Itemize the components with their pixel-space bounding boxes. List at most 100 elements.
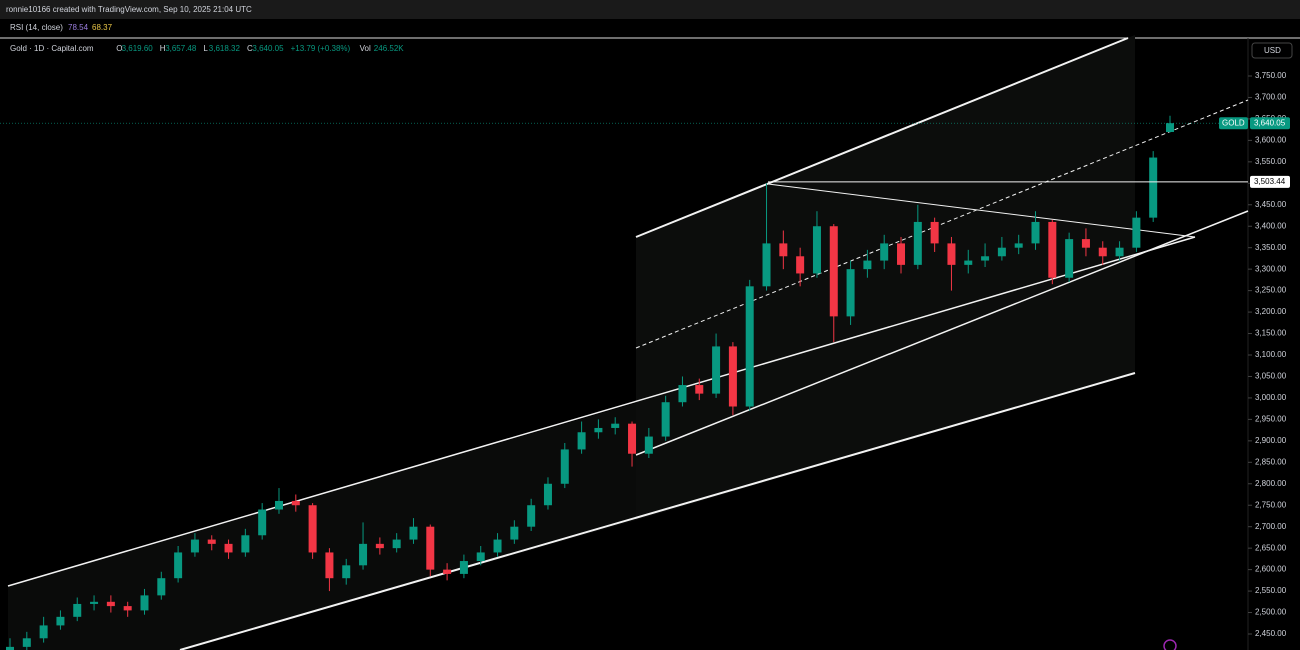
legend-text: 246.52K — [374, 44, 404, 53]
trend-line — [179, 372, 1136, 650]
candle-body — [1132, 217, 1141, 248]
candle-body — [812, 226, 821, 274]
candle-body — [73, 603, 82, 617]
candle-body — [140, 595, 149, 611]
candle-body — [1048, 221, 1057, 278]
candle-body — [560, 449, 569, 484]
alert-icon[interactable] — [1163, 639, 1177, 650]
currency-box[interactable] — [1251, 42, 1293, 59]
legend-text: C — [247, 44, 253, 53]
y-tick-label: 3,150.00 — [1255, 329, 1287, 338]
candle-body — [342, 565, 351, 579]
candle-body — [207, 539, 216, 544]
legend-text: +13.79 (+0.38%) — [291, 44, 351, 53]
candle-body — [644, 436, 653, 454]
candle-body — [1166, 123, 1174, 132]
legend-text: 3,640.05 — [252, 44, 284, 53]
candle-body — [779, 243, 788, 257]
candle-body — [829, 226, 838, 317]
candle-body — [1081, 239, 1090, 248]
candle-body — [123, 606, 132, 611]
trend-line — [767, 183, 1196, 238]
candle-body — [409, 526, 418, 540]
indicator-value: 78.54 — [68, 23, 89, 32]
candle-body — [90, 601, 99, 604]
y-tick-label: 3,250.00 — [1255, 286, 1287, 295]
candle-body — [897, 243, 906, 265]
candle-body — [258, 509, 267, 536]
top-bar — [0, 0, 1300, 19]
candle-body — [846, 269, 855, 317]
candle-body — [1065, 239, 1074, 278]
legend-text: L — [203, 44, 208, 53]
candle-body — [6, 646, 14, 650]
y-tick-label: 3,350.00 — [1255, 243, 1287, 252]
last-price-label: 3,640.05 — [1254, 118, 1286, 127]
candle-body — [695, 385, 704, 394]
candle-body — [476, 552, 485, 562]
y-tick-label: 2,550.00 — [1255, 586, 1287, 595]
level-label: 3,503.44 — [1254, 177, 1286, 186]
y-tick-label: 2,950.00 — [1255, 414, 1287, 423]
legend-text: O — [116, 44, 122, 53]
candle-body — [981, 256, 990, 261]
candle-body — [712, 346, 721, 394]
candle-body — [510, 526, 519, 540]
candle-body — [728, 346, 737, 407]
candle-body — [190, 539, 199, 553]
candle-body — [174, 552, 183, 579]
candle-body — [628, 423, 637, 454]
candle-body — [678, 385, 687, 403]
candle-body — [308, 505, 317, 553]
candle-body — [224, 543, 233, 553]
candle-body — [106, 601, 115, 607]
candle-body — [325, 552, 334, 579]
y-tick-label: 2,750.00 — [1255, 500, 1287, 509]
indicator-value: 68.37 — [92, 23, 113, 32]
y-tick-label: 3,000.00 — [1255, 393, 1287, 402]
trend-line — [635, 37, 1129, 238]
candle-body — [594, 427, 603, 433]
y-tick-label: 3,200.00 — [1255, 307, 1287, 316]
candle-body — [930, 221, 939, 244]
y-tick-label: 3,450.00 — [1255, 200, 1287, 209]
y-tick-label: 2,800.00 — [1255, 479, 1287, 488]
candle-body — [1149, 157, 1158, 218]
candle-body — [880, 243, 889, 261]
candle-body — [291, 500, 300, 506]
y-tick-label: 2,500.00 — [1255, 608, 1287, 617]
currency: USD — [1264, 46, 1281, 55]
y-tick-label: 3,100.00 — [1255, 350, 1287, 359]
trend-line — [635, 210, 1249, 456]
last-price-name-box — [1219, 117, 1248, 130]
level-label-box — [1250, 175, 1290, 188]
credit: ronnie10166 created with TradingView.com… — [6, 5, 252, 14]
last-price-box — [1250, 117, 1290, 130]
y-tick-label: 2,600.00 — [1255, 565, 1287, 574]
candle-body — [527, 505, 536, 527]
channel-shade — [636, 35, 1135, 520]
candle-body — [157, 578, 166, 596]
candle-body — [947, 243, 956, 265]
candle-body — [577, 432, 586, 450]
candles — [6, 115, 1174, 650]
candle-body — [762, 243, 771, 287]
candle-body — [796, 256, 805, 274]
candle-body — [493, 539, 502, 553]
candle-body — [274, 500, 283, 510]
candle-body — [1031, 221, 1040, 244]
y-tick-label: 3,050.00 — [1255, 372, 1287, 381]
y-tick-label: 2,900.00 — [1255, 436, 1287, 445]
y-tick-label: 2,650.00 — [1255, 543, 1287, 552]
candle-body — [611, 423, 620, 428]
legend-text: 3,619.60 — [122, 44, 154, 53]
candle-body — [863, 260, 872, 270]
trend-line — [7, 236, 1196, 587]
candle-body — [1098, 247, 1107, 257]
y-tick-label: 3,400.00 — [1255, 221, 1287, 230]
candle-body — [745, 286, 754, 407]
candle-body — [964, 260, 973, 265]
candle-body — [1014, 243, 1023, 248]
